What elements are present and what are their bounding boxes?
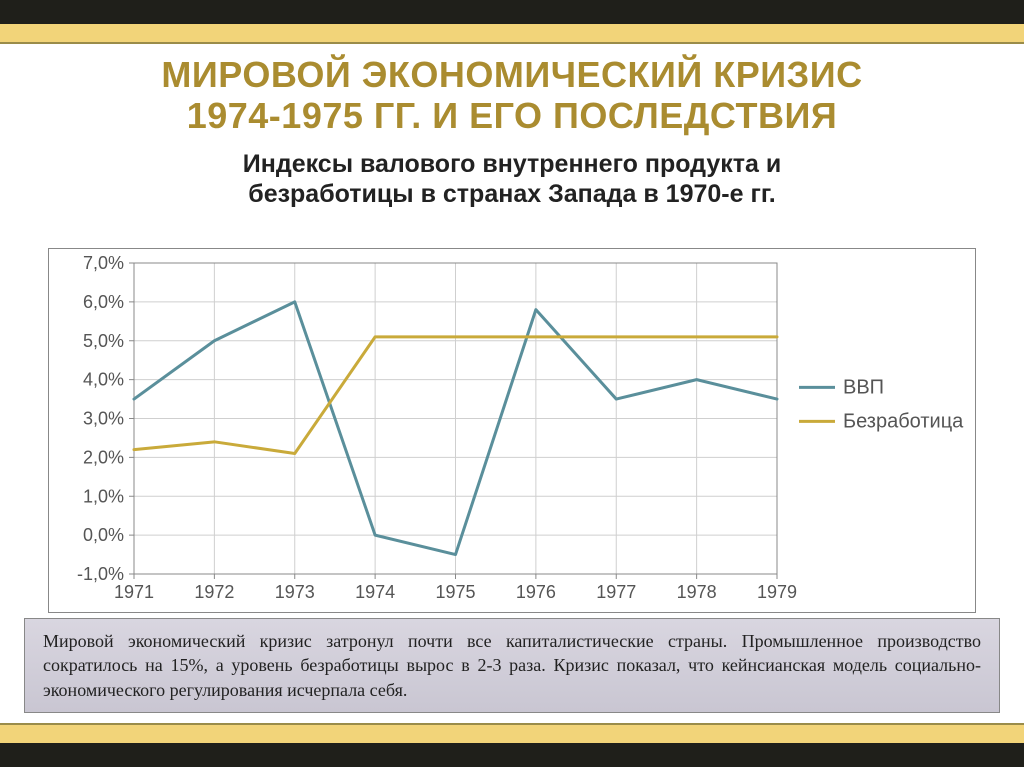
svg-text:1973: 1973 [275, 582, 315, 602]
svg-text:1976: 1976 [516, 582, 556, 602]
title-line-1: МИРОВОЙ ЭКОНОМИЧЕСКИЙ КРИЗИС [161, 54, 862, 95]
svg-text:1978: 1978 [677, 582, 717, 602]
svg-text:5,0%: 5,0% [83, 331, 124, 351]
svg-text:1972: 1972 [194, 582, 234, 602]
caption-box: Мировой экономический кризис затронул по… [24, 618, 1000, 713]
chart-title: Индексы валового внутреннего продукта и … [0, 149, 1024, 209]
slide: МИРОВОЙ ЭКОНОМИЧЕСКИЙ КРИЗИС 1974-1975 Г… [0, 0, 1024, 767]
subtitle-line-2: безработицы в странах Запада в 1970-е гг… [248, 180, 775, 208]
slide-title: МИРОВОЙ ЭКОНОМИЧЕСКИЙ КРИЗИС 1974-1975 Г… [0, 54, 1024, 137]
svg-text:ВВП: ВВП [843, 376, 884, 398]
svg-text:1977: 1977 [596, 582, 636, 602]
svg-text:2,0%: 2,0% [83, 447, 124, 467]
subtitle-line-1: Индексы валового внутреннего продукта и [243, 150, 781, 178]
svg-text:-1,0%: -1,0% [77, 564, 124, 584]
svg-text:3,0%: 3,0% [83, 409, 124, 429]
svg-text:0,0%: 0,0% [83, 525, 124, 545]
title-line-2: 1974-1975 ГГ. И ЕГО ПОСЛЕДСТВИЯ [187, 95, 838, 136]
svg-text:4,0%: 4,0% [83, 370, 124, 390]
svg-text:7,0%: 7,0% [83, 253, 124, 273]
line-chart: -1,0% 0,0% 1,0% 2,0% 3,0% 4,0% 5,0% 6,0% 7,0% 197… [48, 248, 976, 613]
gold-strip-top [0, 24, 1024, 44]
svg-text:1,0%: 1,0% [83, 486, 124, 506]
gold-strip-bottom [0, 723, 1024, 743]
svg-text:6,0%: 6,0% [83, 292, 124, 312]
chart-svg: -1,0% 0,0% 1,0% 2,0% 3,0% 4,0% 5,0% 6,0% 7,0% 197… [49, 249, 977, 614]
svg-text:Безработица: Безработица [843, 410, 964, 432]
caption-text: Мировой экономический кризис затронул по… [25, 619, 999, 712]
svg-text:1974: 1974 [355, 582, 395, 602]
svg-text:1971: 1971 [114, 582, 154, 602]
svg-text:1975: 1975 [435, 582, 475, 602]
svg-text:1979: 1979 [757, 582, 797, 602]
